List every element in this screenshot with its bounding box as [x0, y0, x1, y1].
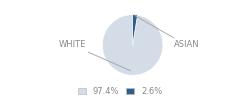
Legend: 97.4%, 2.6%: 97.4%, 2.6% — [78, 87, 162, 96]
Text: WHITE: WHITE — [58, 40, 131, 71]
Text: ASIAN: ASIAN — [135, 16, 199, 50]
Wedge shape — [133, 15, 138, 45]
Wedge shape — [102, 15, 163, 75]
